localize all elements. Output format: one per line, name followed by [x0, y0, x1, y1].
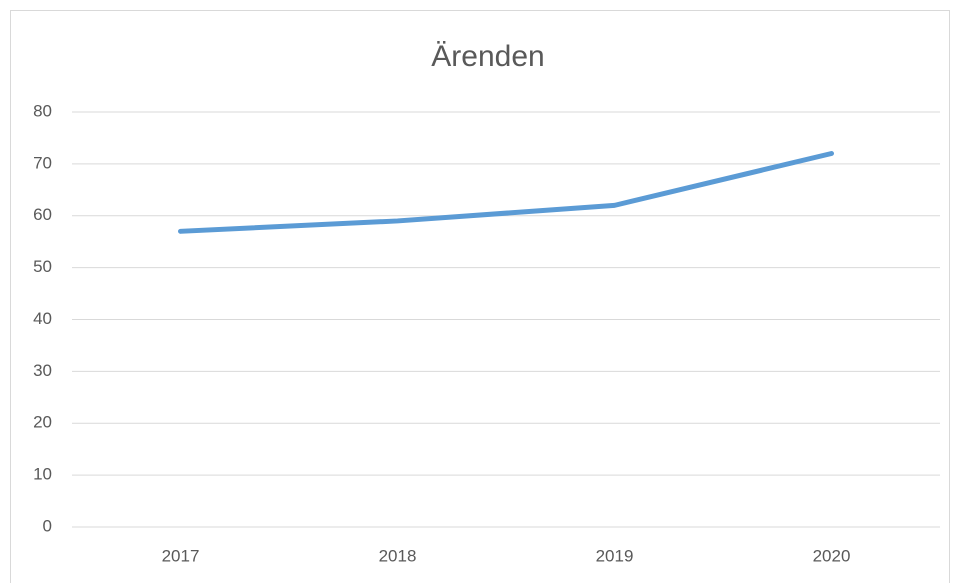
x-tick-label: 2018: [379, 546, 417, 565]
x-tick-label: 2019: [596, 546, 634, 565]
y-tick-label: 0: [43, 516, 52, 535]
chart-border: [10, 10, 950, 583]
y-tick-label: 40: [33, 309, 52, 328]
x-tick-label: 2017: [162, 546, 200, 565]
y-tick-label: 70: [33, 153, 52, 172]
y-tick-label: 60: [33, 205, 52, 224]
x-tick-label: 2020: [813, 546, 851, 565]
y-tick-label: 10: [33, 465, 52, 484]
y-tick-label: 30: [33, 361, 52, 380]
chart-title: Ärenden: [431, 40, 544, 73]
y-tick-label: 50: [33, 257, 52, 276]
y-tick-label: 80: [33, 101, 52, 120]
y-tick-label: 20: [33, 413, 52, 432]
line-series: [178, 151, 834, 234]
